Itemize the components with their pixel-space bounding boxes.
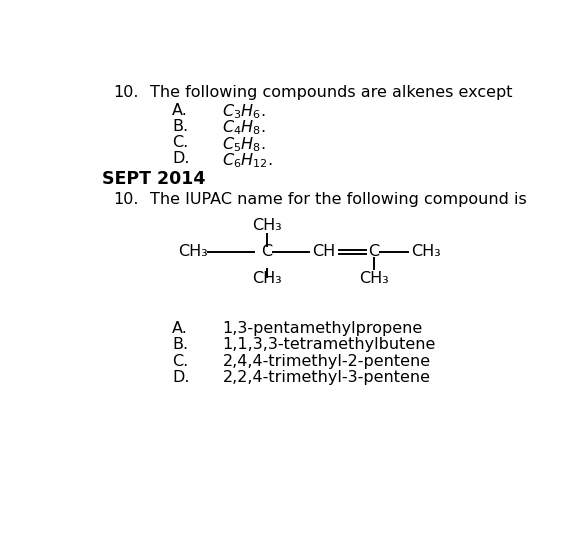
Text: B.: B. (172, 337, 188, 352)
Text: C: C (261, 245, 272, 259)
Text: CH₃: CH₃ (252, 271, 282, 287)
Text: 10.: 10. (113, 192, 139, 207)
Text: CH₃: CH₃ (359, 271, 388, 287)
Text: The following compounds are alkenes except: The following compounds are alkenes exce… (150, 85, 513, 100)
Text: 1,1,3,3-tetramethylbutene: 1,1,3,3-tetramethylbutene (223, 337, 436, 352)
Text: A.: A. (172, 321, 188, 336)
Text: 2,2,4-trimethyl-3-pentene: 2,2,4-trimethyl-3-pentene (223, 370, 430, 385)
Text: CH₃: CH₃ (178, 245, 208, 259)
Text: $C_3H_6.$: $C_3H_6.$ (223, 103, 266, 121)
Text: D.: D. (172, 151, 189, 166)
Text: D.: D. (172, 370, 189, 385)
Text: CH₃: CH₃ (252, 218, 282, 232)
Text: C.: C. (172, 135, 188, 150)
Text: $C_6H_{12}.$: $C_6H_{12}.$ (223, 151, 273, 170)
Text: B.: B. (172, 119, 188, 134)
Text: C.: C. (172, 353, 188, 369)
Text: The IUPAC name for the following compound is: The IUPAC name for the following compoun… (150, 192, 527, 207)
Text: $C_4H_8.$: $C_4H_8.$ (223, 119, 266, 137)
Text: $C_5H_8.$: $C_5H_8.$ (223, 135, 266, 154)
Text: SEPT 2014: SEPT 2014 (103, 170, 206, 188)
Text: CH: CH (312, 245, 336, 259)
Text: CH₃: CH₃ (410, 245, 440, 259)
Text: 10.: 10. (113, 85, 139, 100)
Text: 1,3-pentamethylpropene: 1,3-pentamethylpropene (223, 321, 423, 336)
Text: C: C (368, 245, 379, 259)
Text: 2,4,4-trimethyl-2-pentene: 2,4,4-trimethyl-2-pentene (223, 353, 431, 369)
Text: A.: A. (172, 103, 188, 118)
